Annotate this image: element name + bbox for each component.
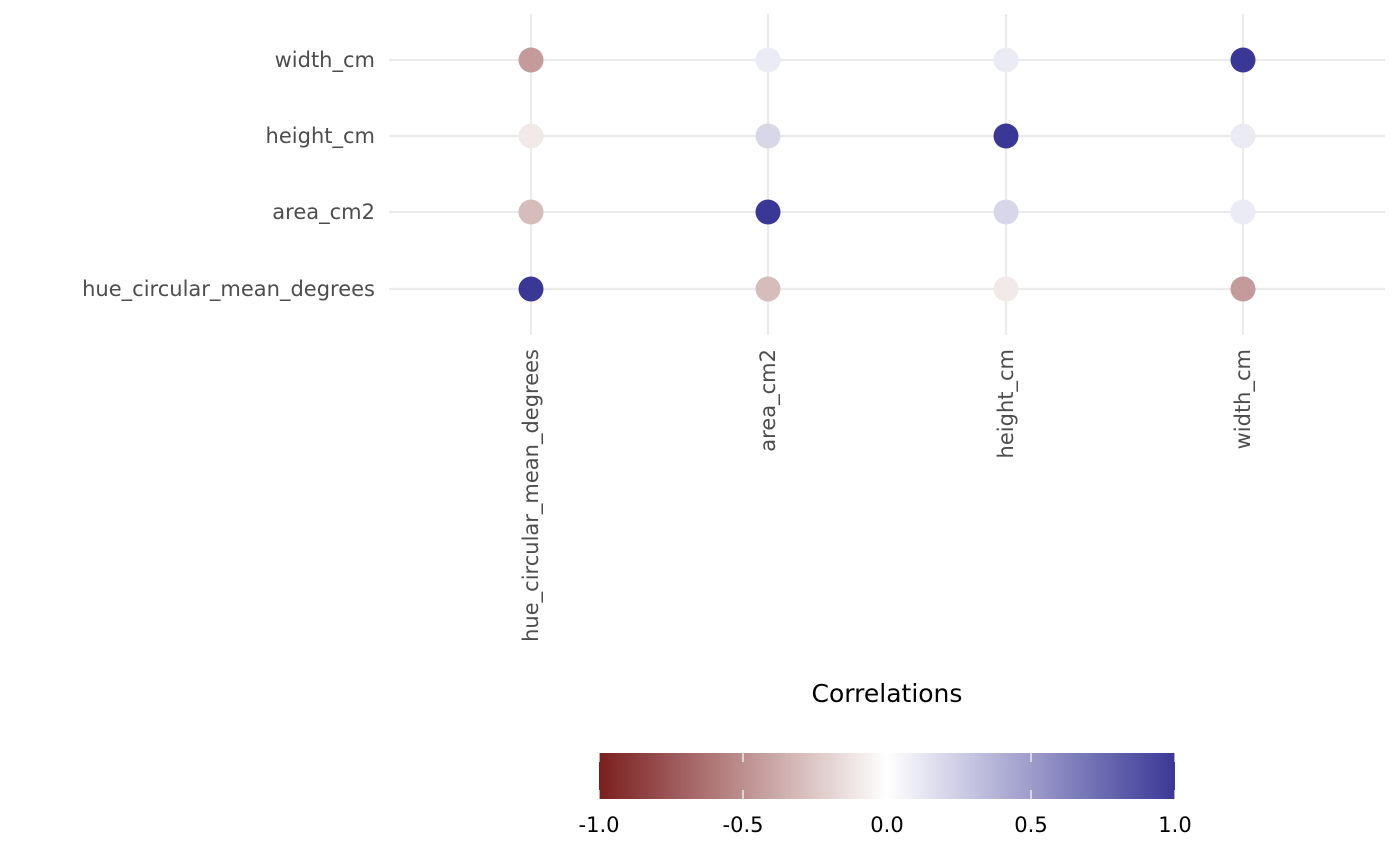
correlation-point: [993, 47, 1019, 73]
correlation-point: [518, 47, 544, 73]
correlation-point: [518, 276, 544, 302]
legend-tick-label: -1.0: [579, 813, 620, 837]
y-axis-ticks: hue_circular_mean_degrees area_cm2 height_…: [82, 48, 375, 302]
x-tick-label: hue_circular_mean_degrees: [519, 349, 544, 642]
legend: Correlations -1.0 -0.5 0.0 0.5 1.0: [579, 679, 1192, 837]
legend-tick-label: 1.0: [1158, 813, 1191, 837]
y-tick-label: hue_circular_mean_degrees: [82, 277, 375, 302]
correlation-point: [755, 276, 781, 302]
correlation-point: [755, 123, 781, 149]
legend-tick-label: 0.5: [1014, 813, 1047, 837]
correlation-point: [518, 123, 544, 149]
legend-tick-label: -0.5: [723, 813, 764, 837]
correlation-point: [518, 199, 544, 225]
legend-tick-label: 0.0: [870, 813, 903, 837]
correlation-point: [993, 199, 1019, 225]
correlation-point: [993, 276, 1019, 302]
x-tick-label: area_cm2: [756, 349, 781, 452]
x-tick-label: height_cm: [994, 349, 1019, 458]
legend-ticks: -1.0 -0.5 0.0 0.5 1.0: [579, 753, 1192, 837]
points-layer: [518, 47, 1256, 302]
y-tick-label: width_cm: [275, 48, 375, 73]
legend-title: Correlations: [812, 679, 963, 708]
x-tick-label: width_cm: [1231, 349, 1256, 449]
y-tick-label: height_cm: [266, 124, 375, 149]
correlation-point: [755, 199, 781, 225]
correlation-point: [1230, 123, 1256, 149]
correlation-point: [993, 123, 1019, 149]
correlation-point: [1230, 199, 1256, 225]
correlation-point: [755, 47, 781, 73]
x-axis-ticks: hue_circular_mean_degrees area_cm2 height_…: [519, 349, 1256, 642]
y-tick-label: area_cm2: [272, 200, 375, 225]
correlation-point: [1230, 47, 1256, 73]
correlation-point: [1230, 276, 1256, 302]
